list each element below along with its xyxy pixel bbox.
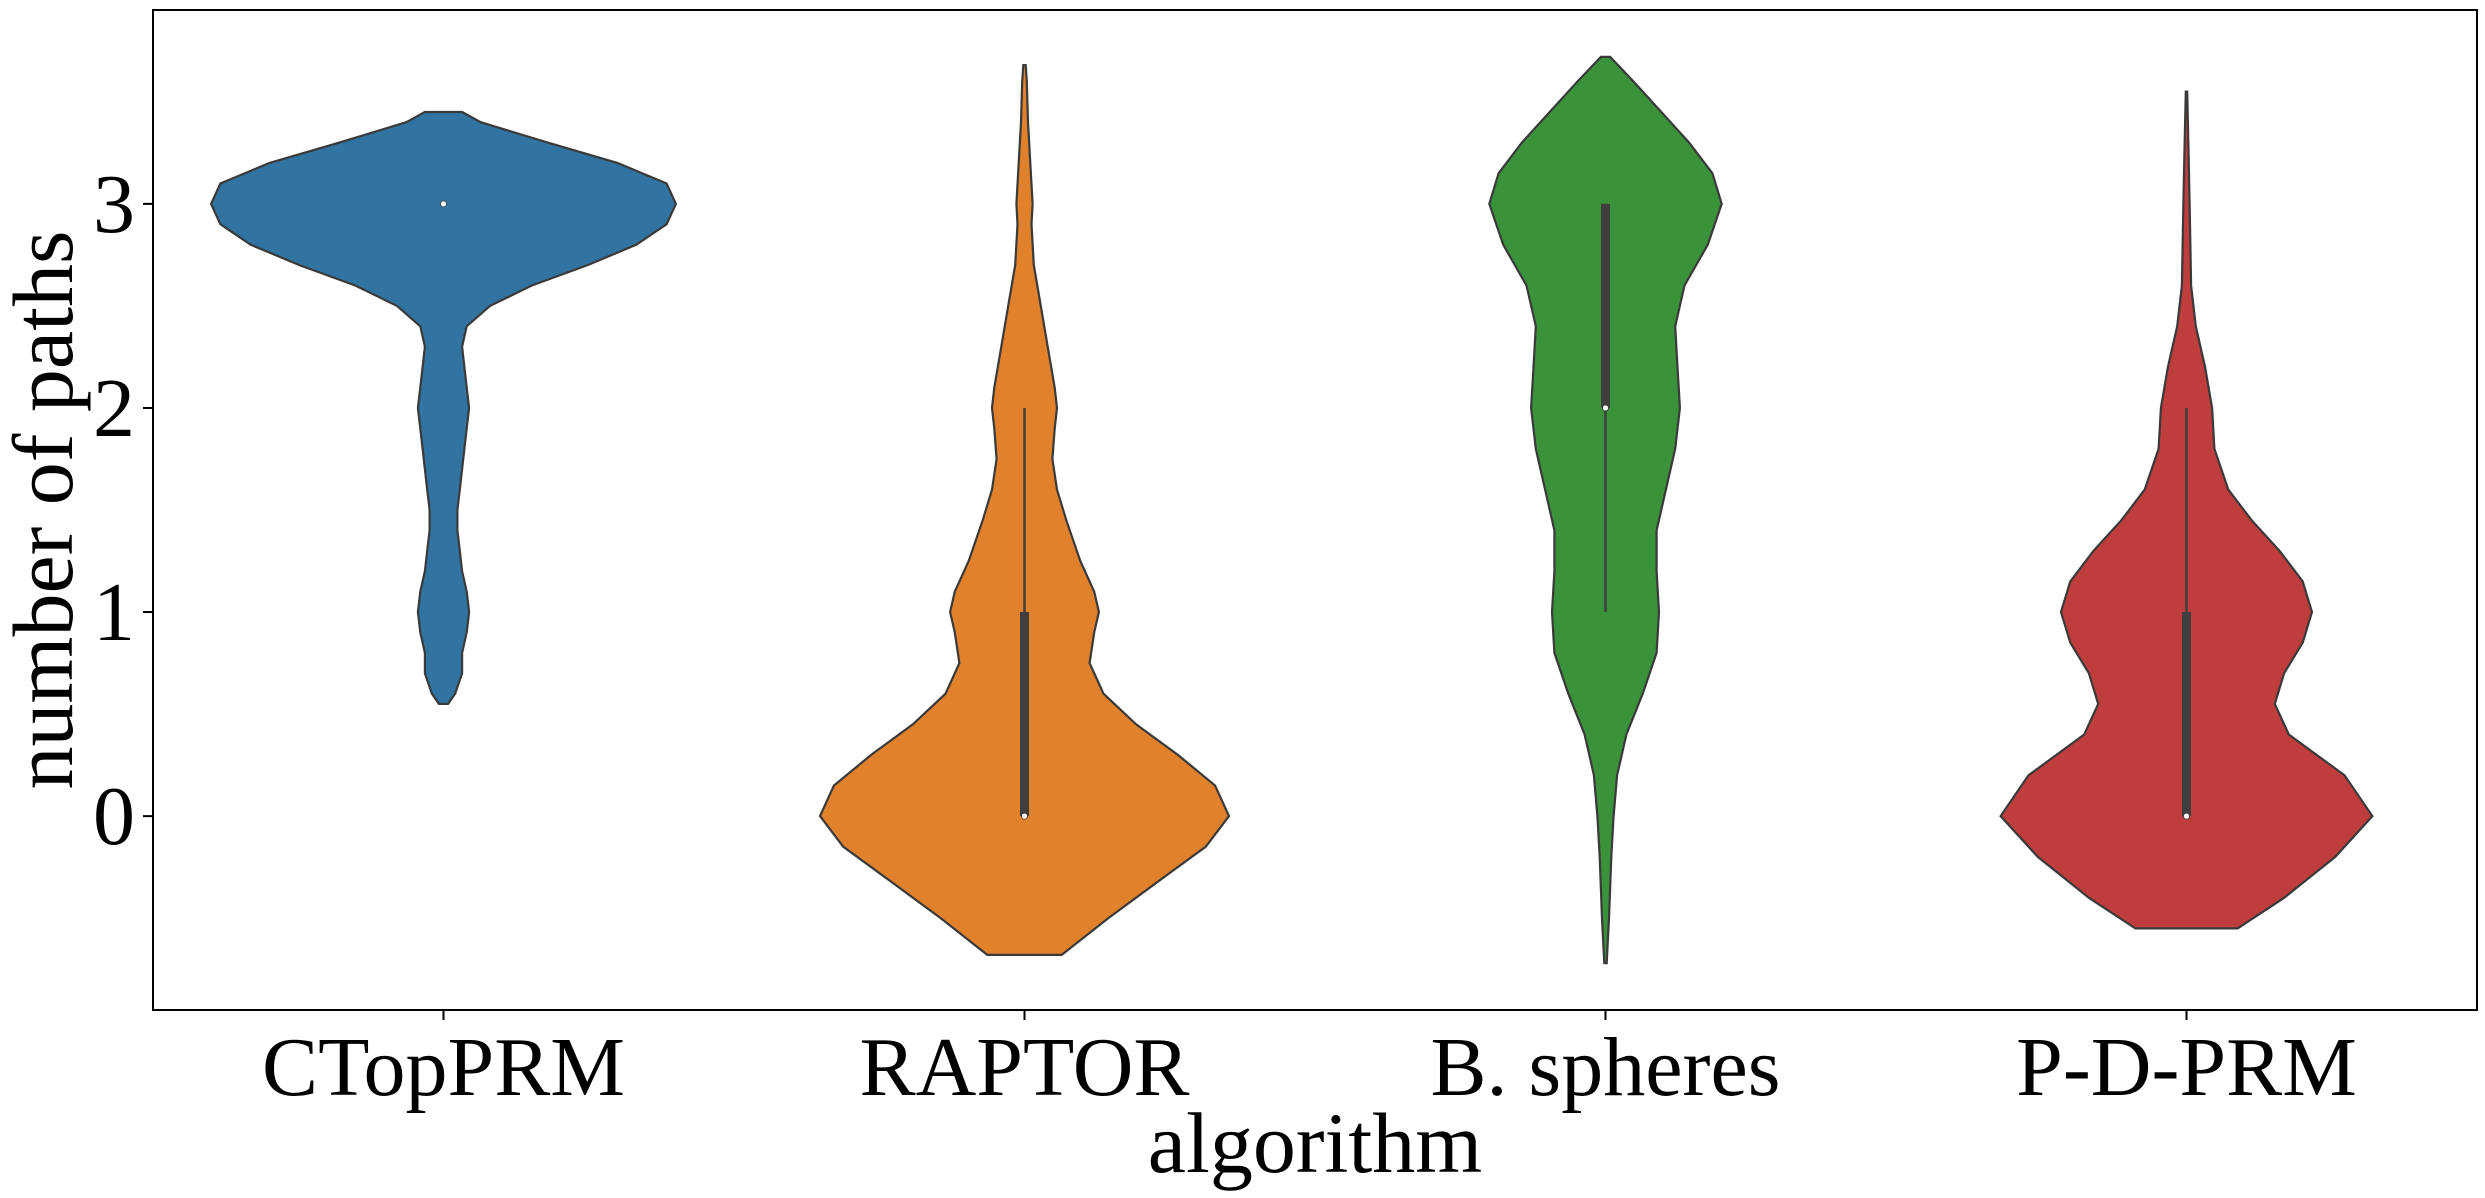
y-tick-label: 1 bbox=[93, 566, 135, 659]
x-axis: CTopPRM RAPTOR B. spheres P-D-PRM bbox=[262, 1010, 2357, 1114]
x-tick-label: CTopPRM bbox=[262, 1021, 625, 1114]
violin-ctopprm bbox=[209, 110, 678, 705]
median-marker-raptor bbox=[1021, 812, 1028, 820]
y-tick-label: 2 bbox=[93, 362, 135, 455]
x-tick-label: B. spheres bbox=[1431, 1021, 1781, 1114]
median-marker-ctopprm bbox=[440, 200, 447, 208]
violin-layer bbox=[209, 55, 2374, 965]
median-marker-b-spheres bbox=[1602, 404, 1609, 412]
median-marker-p-d-prm bbox=[2183, 812, 2190, 820]
y-axis: 0 1 2 3 bbox=[93, 158, 153, 863]
y-tick-label: 0 bbox=[93, 770, 135, 863]
x-tick-label: RAPTOR bbox=[860, 1021, 1190, 1114]
plot-frame bbox=[152, 9, 2478, 1011]
y-axis-title: number of paths bbox=[0, 231, 91, 790]
y-tick-label: 3 bbox=[93, 158, 135, 251]
x-axis-title: algorithm bbox=[1148, 1095, 1482, 1191]
x-tick-label: P-D-PRM bbox=[2016, 1021, 2357, 1114]
